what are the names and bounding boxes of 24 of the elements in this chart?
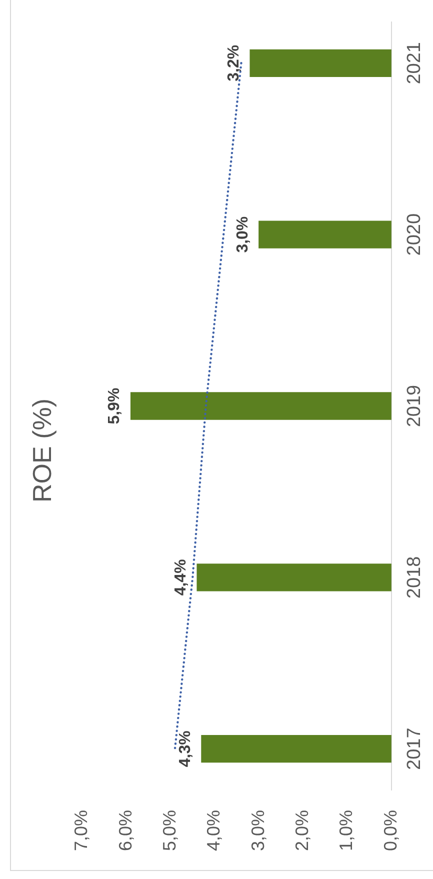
- bar: [250, 49, 392, 77]
- x-tick-label: 6,0%: [115, 810, 136, 852]
- x-tick-label: 1,0%: [336, 810, 356, 852]
- x-tick-label: 5,0%: [160, 810, 180, 852]
- bar: [130, 392, 392, 420]
- data-label: 3,0%: [234, 216, 252, 253]
- data-label: 4,4%: [172, 559, 190, 596]
- data-label: 4,3%: [176, 730, 194, 768]
- x-tick-label: 7,0%: [71, 810, 92, 852]
- y-tick-label: 2018: [404, 556, 425, 599]
- x-tick-label: 4,0%: [204, 810, 224, 852]
- text: ROE (%): [26, 398, 57, 502]
- y-tick-label: 2021: [404, 42, 425, 84]
- y-tick-label: 2020: [404, 213, 425, 256]
- bar: [201, 735, 392, 763]
- x-tick-label: 0,0%: [380, 810, 400, 852]
- x-tick-label: 3,0%: [248, 810, 268, 852]
- y-tick-label: 2017: [404, 728, 425, 770]
- data-label: 3,2%: [225, 44, 242, 82]
- bar: [196, 564, 392, 592]
- bar: [258, 220, 392, 248]
- y-tick-label: 2019: [404, 384, 425, 428]
- x-tick-label: 2,0%: [292, 810, 312, 852]
- data-label: 5,9%: [106, 388, 124, 424]
